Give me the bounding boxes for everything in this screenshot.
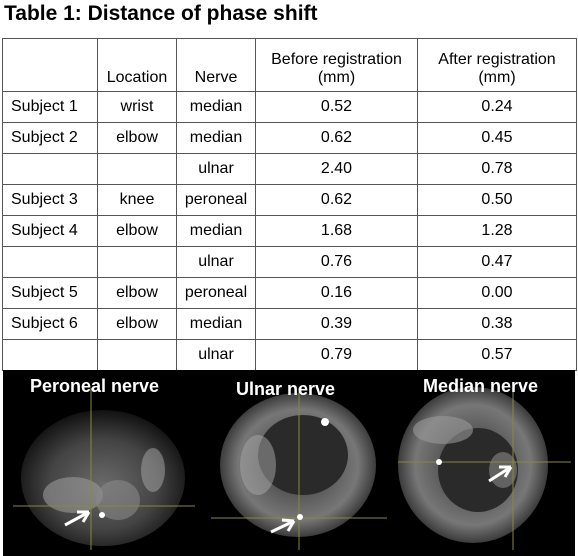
table-row: Subject 3 knee peroneal 0.62 0.50 [2,184,577,216]
data-table: Location Nerve Before registration (mm) A… [2,38,577,371]
location-cell [97,339,177,371]
after-cell: 0.78 [417,153,577,185]
header-cell: After registration (mm) [417,38,577,92]
nerve-cell: ulnar [176,339,256,371]
subject-cell: Subject 6 [2,308,98,340]
subject-cell: Subject 1 [2,91,98,123]
header-row: Location Nerve Before registration (mm) A… [2,38,577,92]
subject-cell: Subject 4 [2,215,98,247]
table-row: Subject 4 elbow median 1.68 1.28 [2,215,577,247]
before-cell: 0.79 [255,339,418,371]
location-cell [97,246,177,278]
header-line: After registration [438,51,556,68]
table-row: Subject 5 elbow peroneal 0.16 0.00 [2,277,577,309]
before-cell: 0.16 [255,277,418,309]
mri-image [398,387,571,550]
header-line: (mm) [478,69,516,86]
table-row: Subject 1 wrist median 0.52 0.24 [2,91,577,123]
before-cell: 2.40 [255,153,418,185]
after-cell: 0.00 [417,277,577,309]
location-cell: elbow [97,215,177,247]
nerve-cell: median [176,122,256,154]
nerve-cell: median [176,91,256,123]
image-panel: Peroneal nerve Ulnar nerve Median nerve [3,370,575,556]
before-cell: 0.62 [255,184,418,216]
subject-cell [2,153,98,185]
subject-cell: Subject 5 [2,277,98,309]
table-row: Subject 2 elbow median 0.62 0.45 [2,122,577,154]
header-cell: Nerve [176,38,256,92]
table-title: Table 1: Distance of phase shift [4,2,318,25]
after-cell: 0.50 [417,184,577,216]
after-cell: 0.45 [417,122,577,154]
after-cell: 0.57 [417,339,577,371]
table-row: ulnar 2.40 0.78 [2,153,577,185]
nerve-cell: ulnar [176,153,256,185]
location-cell [97,153,177,185]
nerve-cell: median [176,308,256,340]
nerve-cell: median [176,215,256,247]
before-cell: 0.52 [255,91,418,123]
after-cell: 1.28 [417,215,577,247]
after-cell: 0.38 [417,308,577,340]
after-cell: 0.24 [417,91,577,123]
mri-image [211,388,387,550]
before-cell: 0.62 [255,122,418,154]
before-cell: 0.76 [255,246,418,278]
before-cell: 1.68 [255,215,418,247]
table-row: Subject 6 elbow median 0.39 0.38 [2,308,577,340]
image-label: Median nerve [423,376,538,396]
mri-image [13,388,195,550]
location-cell: elbow [97,308,177,340]
table-row: ulnar 0.79 0.57 [2,339,577,371]
subject-cell [2,339,98,371]
header-cell: Location [97,38,177,92]
before-cell: 0.39 [255,308,418,340]
header-cell: Before registration (mm) [255,38,418,92]
header-line: Before registration [271,51,402,68]
subject-cell: Subject 2 [2,122,98,154]
nerve-cell: peroneal [176,277,256,309]
nerve-cell: peroneal [176,184,256,216]
table-body: Location Nerve Before registration (mm) A… [2,38,577,371]
location-cell: wrist [97,91,177,123]
header-line: (mm) [317,69,356,86]
nerve-cell: ulnar [176,246,256,278]
location-cell: knee [97,184,177,216]
image-label: Ulnar nerve [236,379,335,399]
location-cell: elbow [97,122,177,154]
subject-cell: Subject 3 [2,184,98,216]
subject-cell [2,246,98,278]
table-row: ulnar 0.76 0.47 [2,246,577,278]
header-cell [2,38,98,92]
after-cell: 0.47 [417,246,577,278]
location-cell: elbow [97,277,177,309]
image-label: Peroneal nerve [30,376,159,396]
